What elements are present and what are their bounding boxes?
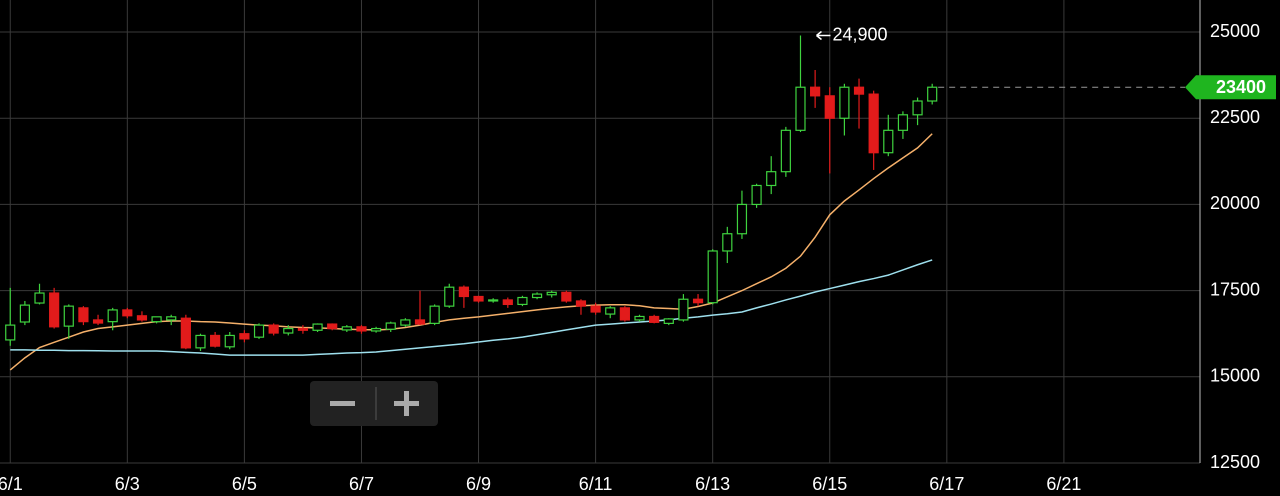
candle-body	[897, 114, 909, 131]
annotation-arrow	[816, 30, 831, 41]
candle-body	[634, 315, 645, 321]
plot-area: 24,900	[5, 24, 1185, 371]
candle-body	[810, 86, 821, 97]
candle-body	[883, 129, 894, 154]
candle-body	[180, 317, 191, 349]
candle-body	[868, 93, 879, 154]
candle-body	[253, 324, 265, 338]
x-tick-label: 6/5	[232, 474, 257, 494]
candle-body	[488, 299, 499, 302]
candle-body	[707, 250, 718, 304]
candle-body	[385, 322, 396, 330]
candle-body	[531, 293, 543, 299]
candle-body	[853, 86, 865, 95]
candle-body	[400, 319, 411, 326]
candle-body	[912, 100, 923, 116]
candle-body	[473, 295, 484, 302]
candle-body	[766, 171, 777, 187]
y-tick-label: 22500	[1210, 107, 1260, 127]
candle-body	[166, 316, 177, 321]
candle-body	[239, 333, 250, 340]
plus-icon-v	[404, 391, 409, 416]
candle-body	[590, 305, 601, 313]
x-tick-label: 6/7	[349, 474, 374, 494]
candle-body	[575, 300, 587, 307]
y-tick-label: 15000	[1210, 366, 1260, 386]
candle-body	[678, 298, 689, 321]
last-price-tag	[1185, 75, 1276, 100]
candle-body	[19, 304, 30, 323]
y-tick-label: 17500	[1210, 279, 1260, 299]
zoom-in-button[interactable]	[378, 383, 436, 424]
candle-body	[517, 296, 528, 306]
candle-body	[736, 203, 748, 235]
moving-average-line	[10, 259, 933, 356]
candle-body	[839, 86, 850, 119]
candle-body	[751, 184, 762, 206]
candle-body	[122, 309, 133, 317]
x-tick-label: 6/13	[695, 474, 730, 494]
x-tick-label: 6/9	[466, 474, 491, 494]
candle-body	[63, 305, 74, 327]
x-tick-label: 6/1	[0, 474, 23, 494]
candle-body	[927, 86, 938, 102]
candle-body	[78, 307, 89, 323]
y-tick-label: 20000	[1210, 193, 1260, 213]
candle-body	[195, 334, 206, 349]
candle-body	[649, 315, 660, 323]
candle-body	[34, 292, 45, 304]
candle-body	[561, 291, 572, 302]
candle-body	[795, 86, 806, 131]
moving-average-line	[9, 133, 933, 371]
candle-body	[458, 286, 470, 298]
grid	[0, 0, 1200, 464]
candle-body	[605, 307, 616, 315]
candle-body	[414, 319, 426, 325]
candle-body	[327, 323, 338, 330]
candle-body	[546, 291, 557, 296]
candle-body	[210, 334, 221, 347]
annotation-label: 24,900	[832, 24, 887, 44]
candle-body	[824, 95, 835, 119]
candle-body	[780, 129, 791, 173]
x-tick-label: 6/21	[1046, 474, 1081, 494]
candle-body	[49, 292, 60, 328]
zoom-out-button[interactable]	[312, 383, 374, 424]
candle-body	[107, 309, 118, 323]
candle-body	[224, 334, 235, 348]
candle-body	[5, 324, 16, 341]
candle-body	[663, 318, 674, 324]
last-price-label: 23400	[1216, 77, 1266, 97]
y-tick-label: 25000	[1210, 21, 1260, 41]
candle-body	[151, 316, 162, 323]
x-tick-label: 6/17	[929, 474, 964, 494]
minus-icon	[330, 401, 355, 406]
candle-body	[341, 326, 352, 331]
candle-body	[444, 286, 455, 307]
candle-body	[312, 323, 323, 331]
candle-body	[136, 315, 148, 321]
candle-body	[502, 299, 513, 306]
x-tick-label: 6/11	[579, 474, 613, 494]
candle-body	[692, 298, 704, 304]
candle-body	[370, 327, 382, 332]
candle-body	[283, 327, 294, 334]
y-tick-label: 12500	[1210, 452, 1260, 472]
x-tick-label: 6/15	[812, 474, 847, 494]
candle-body	[92, 319, 104, 324]
zoom-control	[310, 381, 438, 426]
candle-body	[722, 233, 733, 252]
candle-body	[356, 326, 367, 332]
candle-body	[297, 327, 309, 331]
candle-body	[429, 305, 440, 324]
axis-labels: 12500 15000 17500 20000 22500 25000 6/1 6/3 6/5 6…	[0, 21, 1276, 494]
x-tick-label: 6/3	[115, 474, 140, 494]
candle-body	[268, 324, 279, 334]
candle-body	[619, 307, 630, 321]
